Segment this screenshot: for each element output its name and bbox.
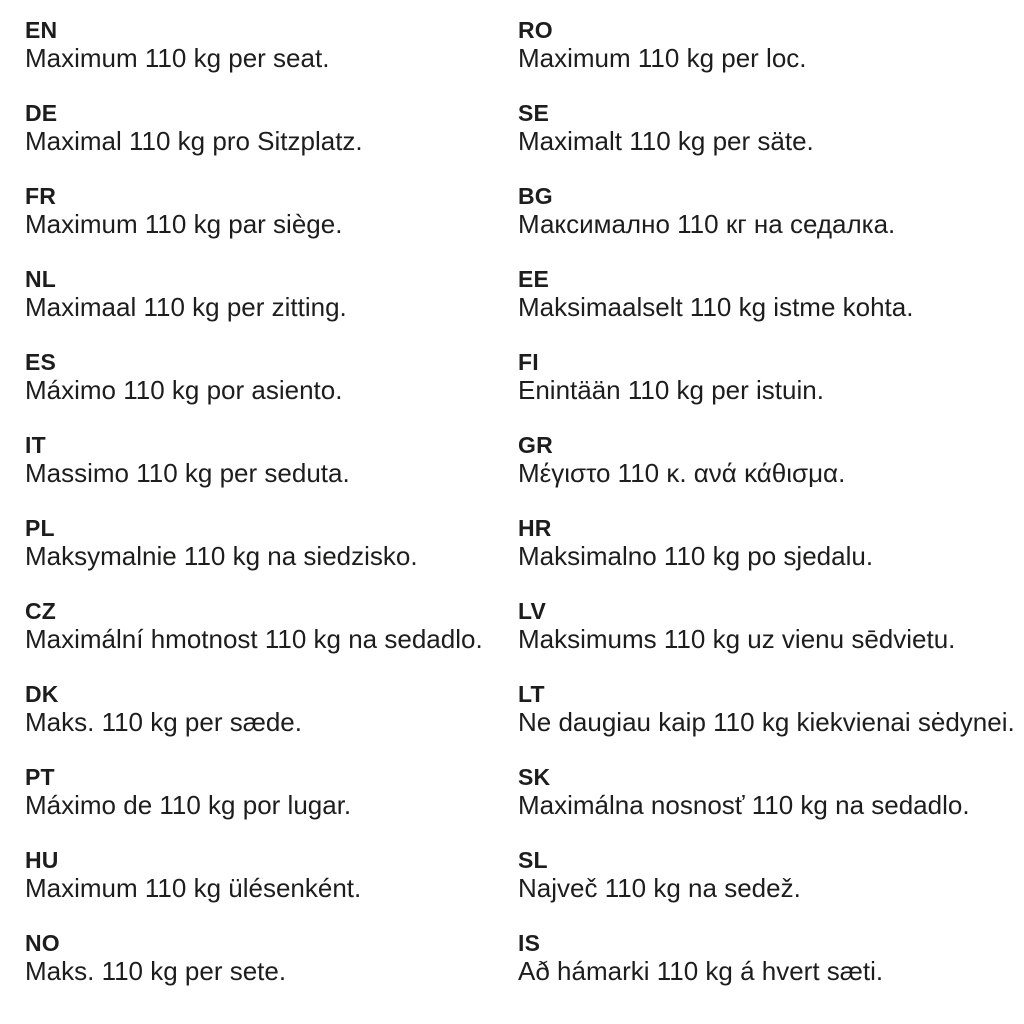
language-code: DK bbox=[25, 681, 59, 707]
lang-block-dk: DK Maks. 110 kg per sæde. bbox=[25, 680, 518, 736]
translation-text: Največ 110 kg na sedež. bbox=[518, 873, 801, 903]
lang-block-ee: EE Maksimaalselt 110 kg istme kohta. bbox=[518, 265, 1024, 321]
language-code: EE bbox=[518, 266, 550, 292]
translation-text: Maximum 110 kg per loc. bbox=[518, 43, 807, 73]
language-code: PL bbox=[25, 515, 55, 541]
lang-block-hu: HU Maximum 110 kg ülésenként. bbox=[25, 846, 518, 902]
translation-text: Máximo de 110 kg por lugar. bbox=[25, 790, 352, 820]
lang-block-ro: RO Maximum 110 kg per loc. bbox=[518, 16, 1024, 72]
language-code: NO bbox=[25, 930, 60, 956]
lang-block-it: IT Massimo 110 kg per seduta. bbox=[25, 431, 518, 487]
translation-text: Massimo 110 kg per seduta. bbox=[25, 458, 350, 488]
translation-text: Maks. 110 kg per sete. bbox=[25, 956, 287, 986]
lang-block-se: SE Maximalt 110 kg per säte. bbox=[518, 99, 1024, 155]
lang-block-lt: LT Ne daugiau kaip 110 kg kiekvienai sėd… bbox=[518, 680, 1024, 736]
translation-text: Maximaal 110 kg per zitting. bbox=[25, 292, 347, 322]
language-code: ES bbox=[25, 349, 57, 375]
language-code: RO bbox=[518, 17, 553, 43]
language-code: LV bbox=[518, 598, 547, 624]
lang-block-cz: CZ Maximální hmotnost 110 kg na sedadlo. bbox=[25, 597, 518, 653]
translation-text: Maximum 110 kg per seat. bbox=[25, 43, 330, 73]
lang-block-nl: NL Maximaal 110 kg per zitting. bbox=[25, 265, 518, 321]
translation-text: Максимално 110 кг на седалка. bbox=[518, 209, 896, 239]
translation-text: Maximalt 110 kg per säte. bbox=[518, 126, 814, 156]
language-code: LT bbox=[518, 681, 545, 707]
translation-text: Enintään 110 kg per istuin. bbox=[518, 375, 824, 405]
translation-text: Maksymalnie 110 kg na siedzisko. bbox=[25, 541, 418, 571]
column-left: EN Maximum 110 kg per seat. DE Maximal 1… bbox=[25, 16, 518, 1012]
lang-block-hr: HR Maksimalno 110 kg po sjedalu. bbox=[518, 514, 1024, 570]
translation-text: Maximum 110 kg par siège. bbox=[25, 209, 343, 239]
translation-text: Að hámarki 110 kg á hvert sæti. bbox=[518, 956, 884, 986]
language-code: BG bbox=[518, 183, 553, 209]
language-code: HR bbox=[518, 515, 552, 541]
lang-block-es: ES Máximo 110 kg por asiento. bbox=[25, 348, 518, 404]
lang-block-fi: FI Enintään 110 kg per istuin. bbox=[518, 348, 1024, 404]
translation-text: Ne daugiau kaip 110 kg kiekvienai sėdyne… bbox=[518, 707, 1015, 737]
lang-block-bg: BG Максимално 110 кг на седалка. bbox=[518, 182, 1024, 238]
translation-text: Máximo 110 kg por asiento. bbox=[25, 375, 343, 405]
translation-text: Maksimalno 110 kg po sjedalu. bbox=[518, 541, 874, 571]
language-code: FR bbox=[25, 183, 57, 209]
language-code: CZ bbox=[25, 598, 57, 624]
lang-block-pt: PT Máximo de 110 kg por lugar. bbox=[25, 763, 518, 819]
lang-block-fr: FR Maximum 110 kg par siège. bbox=[25, 182, 518, 238]
translation-text: Maximal 110 kg pro Sitzplatz. bbox=[25, 126, 363, 156]
column-right: RO Maximum 110 kg per loc. SE Maximalt 1… bbox=[518, 16, 1024, 1012]
language-code: SE bbox=[518, 100, 550, 126]
lang-block-sk: SK Maximálna nosnosť 110 kg na sedadlo. bbox=[518, 763, 1024, 819]
lang-block-no: NO Maks. 110 kg per sete. bbox=[25, 929, 518, 985]
lang-block-de: DE Maximal 110 kg pro Sitzplatz. bbox=[25, 99, 518, 155]
language-code: PT bbox=[25, 764, 55, 790]
language-code: IT bbox=[25, 432, 46, 458]
lang-block-en: EN Maximum 110 kg per seat. bbox=[25, 16, 518, 72]
language-code: IS bbox=[518, 930, 541, 956]
language-code: HU bbox=[25, 847, 59, 873]
language-code: FI bbox=[518, 349, 539, 375]
language-code: SK bbox=[518, 764, 551, 790]
translation-text: Maximum 110 kg ülésenként. bbox=[25, 873, 362, 903]
translation-text: Maksimaalselt 110 kg istme kohta. bbox=[518, 292, 914, 322]
language-code: GR bbox=[518, 432, 553, 458]
translation-text: Maximální hmotnost 110 kg na sedadlo. bbox=[25, 624, 483, 654]
translation-text: Maksimums 110 kg uz vienu sēdvietu. bbox=[518, 624, 956, 654]
lang-block-is: IS Að hámarki 110 kg á hvert sæti. bbox=[518, 929, 1024, 985]
translation-text: Μέγιστο 110 κ. ανά κάθισμα. bbox=[518, 458, 846, 488]
lang-block-gr: GR Μέγιστο 110 κ. ανά κάθισμα. bbox=[518, 431, 1024, 487]
language-code: EN bbox=[25, 17, 58, 43]
language-code: DE bbox=[25, 100, 58, 126]
translation-text: Maks. 110 kg per sæde. bbox=[25, 707, 302, 737]
translation-text: Maximálna nosnosť 110 kg na sedadlo. bbox=[518, 790, 970, 820]
lang-block-sl: SL Največ 110 kg na sedež. bbox=[518, 846, 1024, 902]
lang-block-lv: LV Maksimums 110 kg uz vienu sēdvietu. bbox=[518, 597, 1024, 653]
language-code: SL bbox=[518, 847, 548, 873]
language-code: NL bbox=[25, 266, 57, 292]
lang-block-pl: PL Maksymalnie 110 kg na siedzisko. bbox=[25, 514, 518, 570]
